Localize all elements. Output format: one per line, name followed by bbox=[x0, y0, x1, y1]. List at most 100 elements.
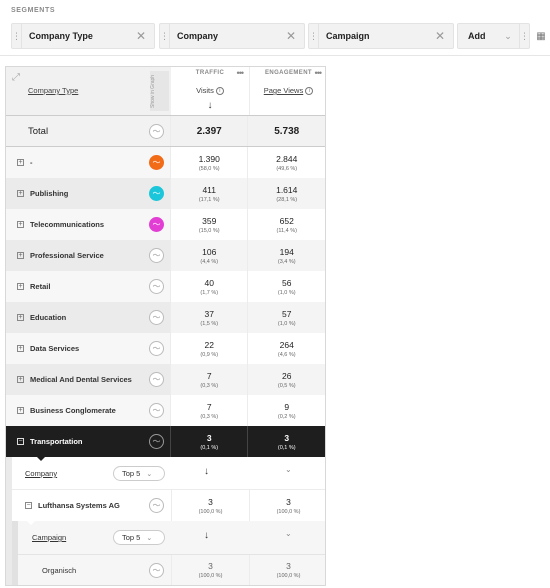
visits-value: 3 bbox=[208, 496, 213, 507]
pageviews-percent: (11,4 %) bbox=[276, 227, 297, 234]
metric-name[interactable]: Visits i bbox=[171, 86, 249, 96]
row-label[interactable]: Medical And Dental Services bbox=[30, 375, 132, 384]
graph-toggle-icon[interactable]: 〜 bbox=[149, 403, 164, 418]
expand-row-icon[interactable]: + bbox=[17, 220, 24, 228]
row-label[interactable]: Transportation bbox=[30, 437, 83, 446]
table-row[interactable]: Organisch 〜 3 (100,0 %) 3 (100,0 %) bbox=[18, 554, 325, 585]
visits-value: 359 bbox=[202, 215, 217, 226]
segment-company[interactable]: ⋮ Company ✕ bbox=[159, 23, 305, 49]
expand-row-icon[interactable]: + bbox=[17, 313, 24, 321]
row-label[interactable]: Telecommunications bbox=[30, 220, 105, 229]
graph-toggle-icon[interactable]: 〜 bbox=[149, 123, 164, 139]
sub-dimension-link[interactable]: Campaign bbox=[32, 533, 67, 542]
sub-dimension-link[interactable]: Company bbox=[25, 469, 58, 478]
pageviews-value: 194 bbox=[279, 246, 294, 257]
expand-row-icon[interactable]: + bbox=[17, 375, 24, 383]
table-row[interactable]: + Professional Service 〜 106 (4,4 %) 194(… bbox=[6, 240, 325, 271]
table-row[interactable]: + Telecommunications 〜 359 (15,0 %) 652 (1… bbox=[6, 209, 325, 240]
row-label[interactable]: Publishing bbox=[30, 189, 69, 198]
expand-notch bbox=[36, 456, 46, 461]
expand-row-icon[interactable]: + bbox=[17, 158, 24, 166]
sort-arrow-icon[interactable]: ↓ bbox=[207, 100, 213, 111]
visits-percent: (100,0 %) bbox=[198, 508, 223, 515]
pageviews-value: 3 bbox=[284, 432, 290, 443]
expand-row-icon[interactable]: + bbox=[17, 406, 24, 414]
drag-handle-icon[interactable]: ⋮ bbox=[12, 24, 22, 48]
visits-value: 3 bbox=[208, 561, 213, 571]
pageviews-percent: (4,6 %) bbox=[277, 351, 296, 358]
visits-value: 22 bbox=[204, 339, 214, 350]
add-segment-dropdown[interactable]: Add ⌄ ⋮ bbox=[457, 23, 530, 49]
expand-row-icon[interactable]: + bbox=[17, 251, 24, 259]
visits-value: 7 bbox=[206, 370, 212, 381]
row-label[interactable]: Professional Service bbox=[30, 251, 104, 260]
table-row[interactable]: + - 〜 1.390 (58,0 %) 2.844 (49,6 %) bbox=[6, 147, 325, 178]
table-row-selected[interactable]: − Transportation 〜 3 (0,1 %) 3 (0,1 %) bbox=[6, 426, 325, 461]
row-label[interactable]: Organisch bbox=[42, 565, 77, 575]
expand-row-icon[interactable]: + bbox=[17, 344, 24, 352]
chevron-down-icon[interactable]: ⌄ bbox=[285, 529, 292, 538]
top-limit-select[interactable]: Top 5 ⌄ bbox=[113, 530, 165, 545]
table-row[interactable]: + Data Services 〜 22 (0,9 %) 264 (4,6 %) bbox=[6, 333, 325, 364]
pageviews-percent: (1,0 %) bbox=[277, 289, 296, 296]
table-row[interactable]: + Business Conglomerate 〜 7 (0,3 %) 9 (0,2… bbox=[6, 395, 325, 426]
expand-row-icon[interactable]: + bbox=[17, 282, 24, 290]
graph-toggle-icon[interactable]: 〜 bbox=[149, 434, 164, 449]
metric-group-label: TRAFFIC bbox=[195, 70, 225, 76]
table-row[interactable]: + Education 〜 37 (1,5 %) 57 (1,0 %) bbox=[6, 302, 325, 333]
info-icon[interactable]: i bbox=[215, 87, 224, 96]
table-row[interactable]: − Lufthansa Systems AG 〜 3 (100,0 %) 3 (10… bbox=[12, 490, 325, 521]
drag-handle-icon[interactable]: ⋮ bbox=[519, 24, 529, 48]
graph-toggle-icon[interactable]: 〜 bbox=[149, 310, 164, 325]
collapse-row-icon[interactable]: − bbox=[25, 501, 32, 509]
close-icon[interactable]: ✕ bbox=[434, 29, 446, 43]
row-label[interactable]: Data Services bbox=[30, 344, 80, 353]
top-limit-value: Top 5 bbox=[122, 469, 141, 478]
dimension-header[interactable]: Company Type bbox=[28, 86, 79, 95]
info-icon[interactable]: i bbox=[305, 87, 314, 96]
visits-percent: (0,9 %) bbox=[200, 351, 219, 358]
graph-toggle-icon[interactable]: 〜 bbox=[149, 155, 164, 170]
graph-toggle-icon[interactable]: 〜 bbox=[149, 248, 164, 263]
chevron-down-icon[interactable]: ⌄ bbox=[285, 465, 292, 474]
graph-toggle-icon[interactable]: 〜 bbox=[149, 279, 164, 294]
report-table: ⤢ Company Type Show in Graph TRAFFIC •••… bbox=[5, 66, 326, 586]
table-config-icon[interactable]: ▦ bbox=[536, 30, 546, 42]
pageviews-value: 56 bbox=[282, 277, 292, 288]
visits-percent: (1,5 %) bbox=[200, 320, 219, 327]
graph-toggle-icon[interactable]: 〜 bbox=[149, 372, 164, 387]
top-limit-select[interactable]: Top 5 ⌄ bbox=[113, 466, 165, 481]
drag-handle-icon[interactable]: ⋮ bbox=[160, 24, 170, 48]
graph-toggle-icon[interactable]: 〜 bbox=[149, 562, 164, 578]
visits-percent: (1,7 %) bbox=[200, 289, 219, 296]
segment-company-type[interactable]: ⋮ Company Type ✕ bbox=[11, 23, 155, 49]
sort-arrow-icon[interactable]: ↓ bbox=[204, 466, 209, 477]
table-row[interactable]: + Publishing 〜 411 (17,1 %) 1.614 (28,1 %) bbox=[6, 178, 325, 209]
row-label[interactable]: Education bbox=[30, 313, 67, 322]
segment-label: Company Type bbox=[29, 31, 93, 41]
close-icon[interactable]: ✕ bbox=[285, 29, 297, 43]
graph-toggle-icon[interactable]: 〜 bbox=[149, 217, 164, 232]
table-row[interactable]: + Medical And Dental Services 〜 7 (0,3 %)… bbox=[6, 364, 325, 395]
more-options-icon[interactable]: ••• bbox=[236, 68, 245, 78]
more-options-icon[interactable]: ••• bbox=[314, 68, 323, 78]
close-icon[interactable]: ✕ bbox=[135, 29, 147, 43]
graph-toggle-icon[interactable]: 〜 bbox=[149, 498, 164, 513]
pageviews-value: 2.844 bbox=[276, 153, 298, 164]
pageviews-value: 3 bbox=[286, 561, 291, 571]
collapse-row-icon[interactable]: − bbox=[17, 437, 24, 445]
metric-name[interactable]: Page Views i bbox=[250, 86, 325, 96]
visits-value: 40 bbox=[204, 277, 214, 288]
expand-icon[interactable]: ⤢ bbox=[12, 72, 20, 83]
expand-row-icon[interactable]: + bbox=[17, 189, 24, 197]
row-label[interactable]: Business Conglomerate bbox=[30, 406, 116, 415]
graph-toggle-icon[interactable]: 〜 bbox=[149, 186, 164, 201]
segment-campaign[interactable]: ⋮ Campaign ✕ bbox=[308, 23, 454, 49]
row-label[interactable]: Retail bbox=[30, 282, 51, 291]
sort-arrow-icon[interactable]: ↓ bbox=[204, 530, 209, 541]
row-label[interactable]: - bbox=[30, 158, 33, 167]
drag-handle-icon[interactable]: ⋮ bbox=[309, 24, 319, 48]
graph-toggle-icon[interactable]: 〜 bbox=[149, 341, 164, 356]
row-label[interactable]: Lufthansa Systems AG bbox=[38, 501, 120, 510]
table-row[interactable]: + Retail 〜 40 (1,7 %) 56 (1,0 %) bbox=[6, 271, 325, 302]
